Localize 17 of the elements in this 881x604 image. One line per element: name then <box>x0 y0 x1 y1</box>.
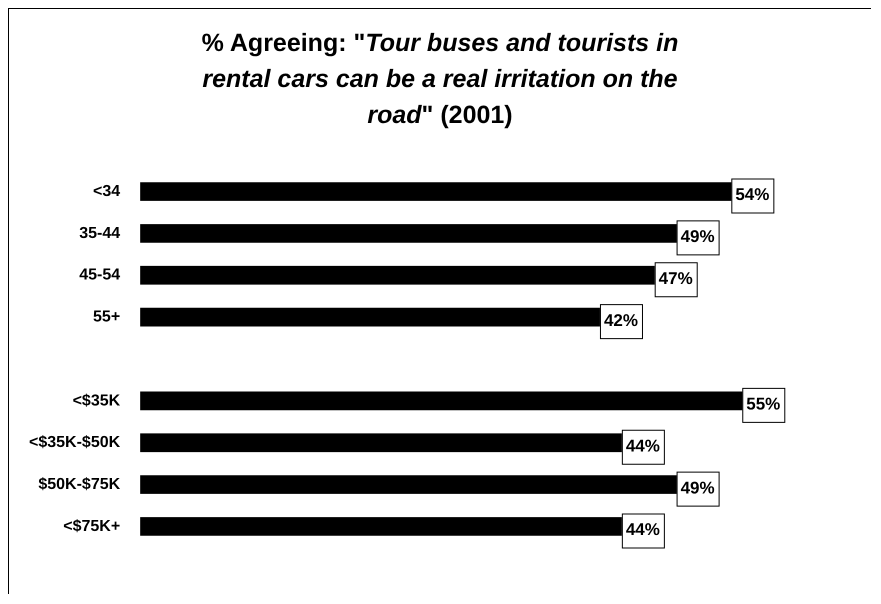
y-tick-label: $50K-$75K <box>38 476 121 494</box>
data-label: 49% <box>680 227 715 246</box>
data-label: 49% <box>680 478 715 498</box>
data-label: 47% <box>658 268 693 288</box>
data-label: 42% <box>604 310 638 330</box>
y-tick-label: 55+ <box>93 308 120 326</box>
data-label: 54% <box>735 185 770 204</box>
y-tick-label: <$35K-$50K <box>29 434 121 452</box>
data-label: 55% <box>746 394 780 414</box>
chart-title: % Agreeing: "Tour buses and tourists in rental cars can be a real irritation on the road" (2001) <box>200 28 680 131</box>
y-tick-label: 35-44 <box>79 224 120 242</box>
y-tick-label: <$75K+ <box>63 518 120 535</box>
y-tick-label: 45-54 <box>79 266 120 284</box>
data-label: 44% <box>626 436 660 456</box>
data-label: 44% <box>626 520 660 540</box>
y-tick-label: <$35K <box>72 392 121 410</box>
y-tick-label: <34 <box>93 182 120 200</box>
